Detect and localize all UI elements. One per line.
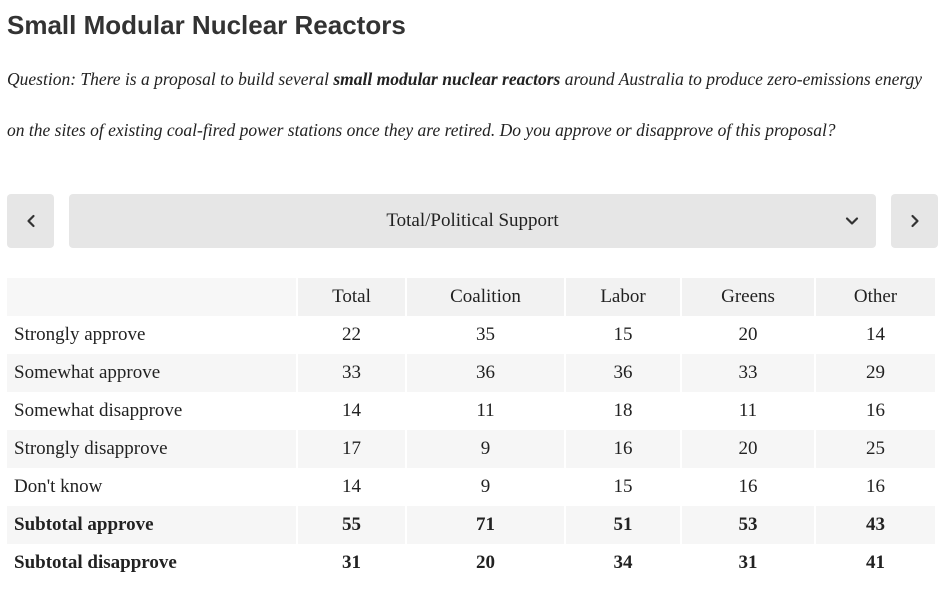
table-cell: 11 xyxy=(680,392,815,430)
table-cell: 36 xyxy=(405,354,565,392)
column-header-blank xyxy=(7,278,297,316)
subtotal-row: Subtotal approve 55 71 51 53 43 xyxy=(7,506,935,544)
table-cell: 41 xyxy=(814,544,935,582)
table-cell: 55 xyxy=(296,506,406,544)
breakdown-select-value: Total/Political Support xyxy=(386,210,559,231)
column-header-total: Total xyxy=(296,278,406,316)
column-header-labor: Labor xyxy=(564,278,681,316)
table-cell: 20 xyxy=(680,430,815,468)
row-label: Don't know xyxy=(7,468,297,506)
table-cell: 20 xyxy=(680,316,815,354)
chevron-left-icon xyxy=(26,214,35,228)
survey-question: Question: There is a proposal to build s… xyxy=(7,54,943,156)
row-label: Subtotal disapprove xyxy=(7,544,297,582)
table-cell: 14 xyxy=(296,468,406,506)
table-cell: 43 xyxy=(814,506,935,544)
table-header-row: Total Coalition Labor Greens Other xyxy=(7,278,935,316)
row-label: Subtotal approve xyxy=(7,506,297,544)
table-cell: 16 xyxy=(680,468,815,506)
table-cell: 14 xyxy=(296,392,406,430)
table-cell: 51 xyxy=(564,506,681,544)
table-cell: 14 xyxy=(814,316,935,354)
row-label: Somewhat disapprove xyxy=(7,392,297,430)
table-row: Strongly approve 22 35 15 20 14 xyxy=(7,316,935,354)
column-header-greens: Greens xyxy=(680,278,815,316)
question-text-emphasis: small modular nuclear reactors xyxy=(333,69,561,89)
table-row: Don't know 14 9 15 16 16 xyxy=(7,468,935,506)
table-row: Strongly disapprove 17 9 16 20 25 xyxy=(7,430,935,468)
table-cell: 31 xyxy=(680,544,815,582)
table-cell: 15 xyxy=(564,316,681,354)
table-cell: 9 xyxy=(405,430,565,468)
table-cell: 11 xyxy=(405,392,565,430)
table-cell: 53 xyxy=(680,506,815,544)
chevron-right-icon xyxy=(910,214,919,228)
subtotal-row: Subtotal disapprove 31 20 34 31 41 xyxy=(7,544,935,582)
chevron-down-icon xyxy=(845,217,859,225)
table-cell: 16 xyxy=(814,468,935,506)
row-label: Strongly approve xyxy=(7,316,297,354)
previous-button[interactable] xyxy=(7,194,54,248)
table-cell: 33 xyxy=(296,354,406,392)
table-cell: 34 xyxy=(564,544,681,582)
column-header-coalition: Coalition xyxy=(405,278,565,316)
table-cell: 18 xyxy=(564,392,681,430)
page-title: Small Modular Nuclear Reactors xyxy=(7,10,406,40)
table-cell: 16 xyxy=(814,392,935,430)
table-cell: 31 xyxy=(296,544,406,582)
table-cell: 16 xyxy=(564,430,681,468)
breakdown-select[interactable]: Total/Political Support xyxy=(69,194,876,248)
row-label: Strongly disapprove xyxy=(7,430,297,468)
table-row: Somewhat disapprove 14 11 18 11 16 xyxy=(7,392,935,430)
table-cell: 29 xyxy=(814,354,935,392)
table-cell: 22 xyxy=(296,316,406,354)
table-cell: 71 xyxy=(405,506,565,544)
column-header-other: Other xyxy=(814,278,935,316)
table-cell: 25 xyxy=(814,430,935,468)
table-cell: 36 xyxy=(564,354,681,392)
table-cell: 17 xyxy=(296,430,406,468)
next-button[interactable] xyxy=(891,194,938,248)
table-cell: 20 xyxy=(405,544,565,582)
table-row: Somewhat approve 33 36 36 33 29 xyxy=(7,354,935,392)
table-cell: 35 xyxy=(405,316,565,354)
table-cell: 33 xyxy=(680,354,815,392)
table-cell: 15 xyxy=(564,468,681,506)
results-table: Total Coalition Labor Greens Other Stron… xyxy=(7,278,935,582)
row-label: Somewhat approve xyxy=(7,354,297,392)
table-cell: 9 xyxy=(405,468,565,506)
question-text-suffix: around Australia to produce zero-emissio… xyxy=(7,69,923,140)
question-text-prefix: Question: There is a proposal to build s… xyxy=(7,69,334,89)
